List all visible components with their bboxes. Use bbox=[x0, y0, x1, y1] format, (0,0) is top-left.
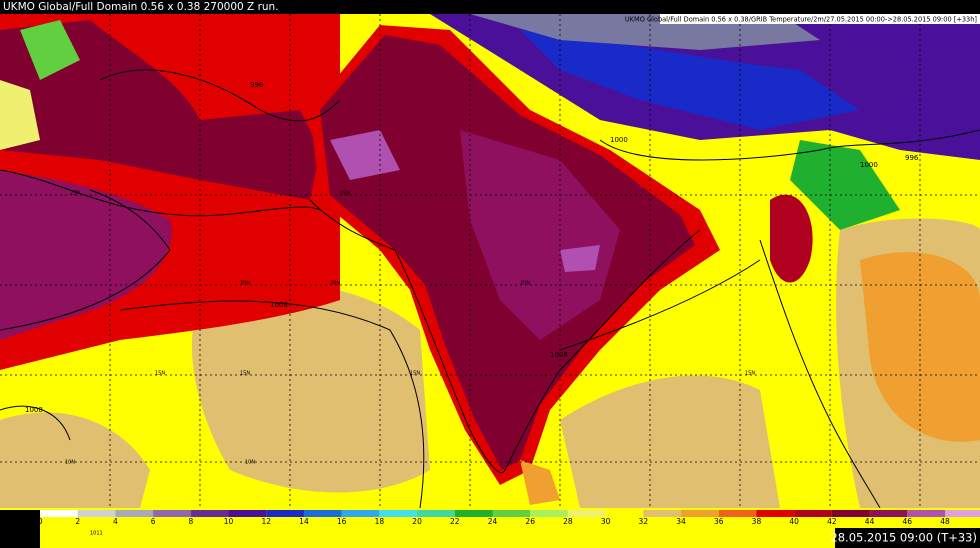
color-swatch bbox=[379, 510, 418, 517]
myanmar-heat bbox=[770, 194, 813, 283]
colorbar-label: 26 bbox=[525, 517, 535, 526]
color-swatch bbox=[153, 510, 191, 517]
tan-patch bbox=[560, 375, 780, 508]
green-patch bbox=[20, 20, 80, 80]
latitude-label: 25N bbox=[340, 191, 350, 197]
colorbar-label: 36 bbox=[714, 517, 724, 526]
colorbar-label: 16 bbox=[337, 517, 347, 526]
latitude-label: 15N bbox=[410, 371, 420, 377]
hot-spot bbox=[560, 245, 600, 272]
color-swatch bbox=[605, 510, 644, 517]
latitude-label: 25N bbox=[70, 191, 80, 197]
colorbar-label: 30 bbox=[601, 517, 611, 526]
color-swatch bbox=[530, 510, 568, 517]
contour-label: 1008 bbox=[270, 301, 288, 309]
colorbar-label: 18 bbox=[375, 517, 385, 526]
latitude-label: 20N bbox=[240, 281, 250, 287]
color-swatch bbox=[945, 510, 980, 517]
corner-label: 1011 bbox=[90, 531, 103, 537]
color-swatch bbox=[190, 510, 229, 517]
colorbar-label: 48 bbox=[940, 517, 950, 526]
color-swatch bbox=[718, 510, 757, 517]
timestamp: 28.05.2015 09:00 (T+33) bbox=[830, 531, 977, 545]
colorbar-label: 12 bbox=[261, 517, 271, 526]
colorbar-label: 22 bbox=[450, 517, 460, 526]
color-swatch bbox=[869, 510, 908, 517]
corner-block bbox=[0, 510, 40, 548]
color-swatch bbox=[454, 510, 493, 517]
color-swatch bbox=[40, 510, 78, 517]
purple-region bbox=[0, 170, 172, 340]
color-swatch bbox=[567, 510, 606, 517]
contour-label: 1000 bbox=[610, 136, 628, 144]
orange-region bbox=[860, 252, 980, 442]
subtitle: UKMO Global/Full Domain 0.56 x 0.38/GRIB… bbox=[625, 16, 977, 24]
color-swatch bbox=[794, 510, 832, 517]
isobars bbox=[0, 69, 980, 509]
latitude-label: 20N bbox=[330, 281, 340, 287]
contour-label: 1000 bbox=[860, 161, 878, 169]
color-swatch bbox=[907, 510, 945, 517]
color-swatch bbox=[228, 510, 267, 517]
tan-patch bbox=[191, 283, 430, 493]
map: 1008 996 1000 1008 1000 996 1008 25N 25N 20N 20N 20… bbox=[0, 14, 980, 509]
sri-lanka bbox=[520, 460, 560, 505]
colorbar-label: 2 bbox=[75, 517, 80, 526]
color-swatch bbox=[115, 510, 154, 517]
color-swatch bbox=[831, 510, 870, 517]
color-swatch bbox=[643, 510, 682, 517]
blue-region bbox=[520, 30, 860, 130]
colorbar-label: 44 bbox=[865, 517, 875, 526]
colorbar: 0246810121416182022242628303234363840424… bbox=[38, 510, 980, 526]
green-region bbox=[790, 140, 900, 230]
colorbar-label: 34 bbox=[676, 517, 686, 526]
colorbar-label: 42 bbox=[827, 517, 837, 526]
maroon-region bbox=[0, 20, 320, 200]
title: UKMO Global/Full Domain 0.56 x 0.38 2700… bbox=[3, 1, 279, 13]
contour-label: 1008 bbox=[550, 351, 568, 359]
tan-patch bbox=[0, 412, 150, 508]
color-swatch bbox=[303, 510, 342, 517]
colorbar-label: 14 bbox=[299, 517, 309, 526]
latitude-label: 15N bbox=[155, 371, 165, 377]
title-bar bbox=[0, 0, 980, 14]
subtitle-box bbox=[660, 14, 980, 24]
colorbar-label: 6 bbox=[151, 517, 156, 526]
colorbar-label: 38 bbox=[752, 517, 762, 526]
color-swatch bbox=[266, 510, 304, 517]
colorbar-label: 4 bbox=[113, 517, 118, 526]
colorbar-label: 10 bbox=[224, 517, 234, 526]
yellow-patch bbox=[0, 80, 40, 150]
purple-core bbox=[460, 130, 620, 340]
contour-label: 1008 bbox=[25, 406, 43, 414]
latitude-label: 20N bbox=[520, 281, 530, 287]
colorbar-label: 20 bbox=[412, 517, 422, 526]
colorbar-label: 8 bbox=[188, 517, 193, 526]
color-swatch bbox=[417, 510, 455, 517]
color-swatch bbox=[341, 510, 380, 517]
color-swatch bbox=[756, 510, 795, 517]
colorbar-label: 28 bbox=[563, 517, 573, 526]
timestamp-box bbox=[835, 528, 980, 548]
colorbar-label: 0 bbox=[38, 517, 43, 526]
latitude-label: 10N bbox=[65, 460, 75, 466]
color-swatch bbox=[492, 510, 531, 517]
colorbar-label: 40 bbox=[789, 517, 799, 526]
hot-spot bbox=[330, 130, 400, 180]
colorbar-label: 24 bbox=[488, 517, 498, 526]
graticule bbox=[0, 14, 980, 508]
contour-label: 996 bbox=[905, 154, 919, 162]
latitude-label: 10N bbox=[245, 460, 255, 466]
latitude-label: 15N bbox=[240, 371, 250, 377]
colorbar-label: 32 bbox=[639, 517, 649, 526]
color-swatch bbox=[681, 510, 719, 517]
latitude-label: 15N bbox=[745, 371, 755, 377]
color-swatch bbox=[77, 510, 116, 517]
colorbar-label: 46 bbox=[903, 517, 913, 526]
coastlines bbox=[0, 189, 881, 509]
contour-label: 996 bbox=[250, 81, 264, 89]
